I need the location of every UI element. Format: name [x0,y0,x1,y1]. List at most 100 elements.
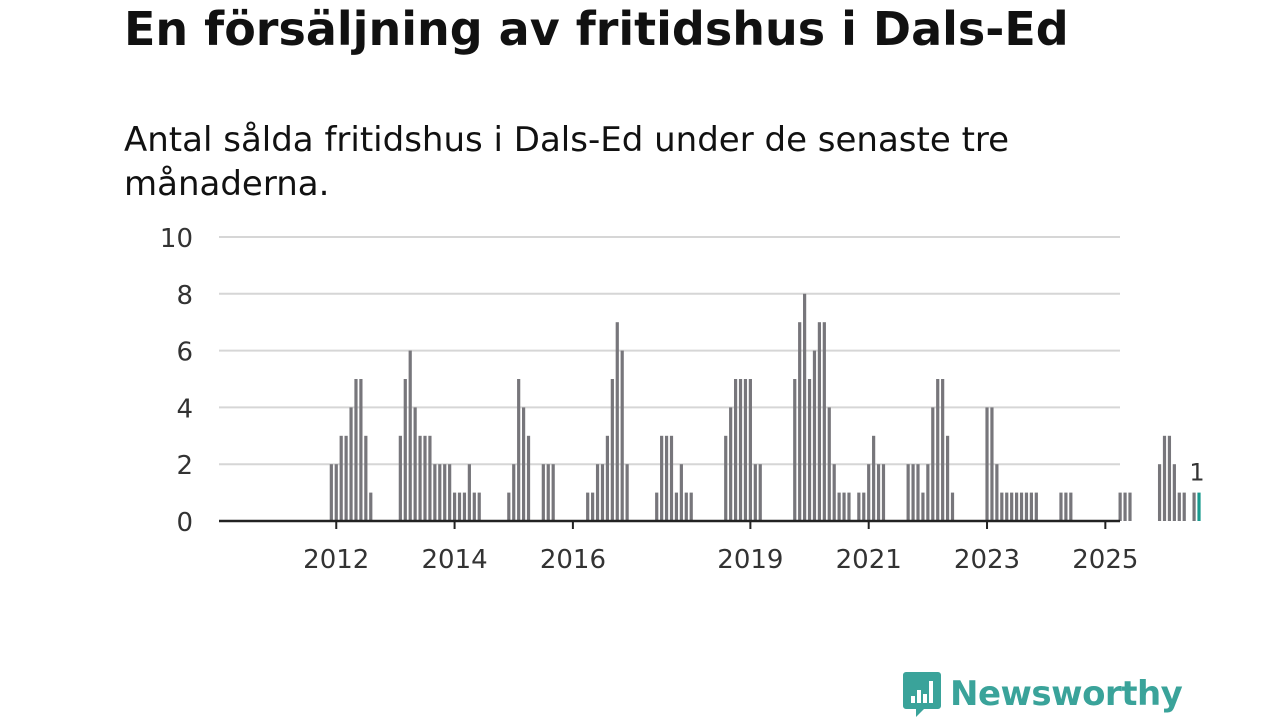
bar [625,464,629,521]
x-tick-label: 2016 [540,545,606,575]
bar [438,464,442,521]
bar [329,464,333,521]
bar [945,435,950,521]
bar [413,407,417,521]
bar [837,492,841,521]
bar [1015,492,1019,521]
bar [881,464,886,521]
bar [423,435,427,521]
bar [679,464,683,521]
bar [916,464,920,521]
chart-subtitle: Antal sålda fritidshus i Dals-Ed under d… [124,120,1010,204]
bar [724,435,728,521]
x-tick-label: 2012 [303,545,369,575]
bar [1192,492,1196,521]
bar [911,464,915,521]
bar [812,350,817,521]
gridlines [219,236,1120,466]
bar [1177,492,1181,521]
bar [364,435,368,521]
bar [793,379,797,521]
y-tick-label: 8 [176,281,193,311]
x-tick-label: 2023 [954,545,1020,575]
newsworthy-logo-icon [903,672,941,717]
bar [936,379,940,521]
bar [733,379,738,521]
bar [669,435,674,521]
bar [354,379,358,521]
bar [398,435,402,521]
bar [660,435,664,521]
bar [605,435,610,521]
bar [689,492,693,521]
bar [803,293,807,521]
bar [1128,492,1132,521]
bar [472,492,476,521]
y-tick-label: 0 [176,508,193,538]
bar [615,322,619,521]
x-tick-label: 2021 [836,545,902,575]
bar [729,407,733,521]
x-tick-label: 2025 [1072,545,1138,575]
bar [1118,492,1122,521]
bar [857,492,861,521]
bar [931,407,935,521]
bar [462,492,467,521]
bar [428,435,432,521]
bar [1167,435,1172,521]
bar [512,464,516,521]
bar [1005,492,1009,521]
bar [753,464,757,521]
x-tick-label: 2014 [421,545,487,575]
bar [595,464,600,521]
bar [349,407,353,521]
bar [551,464,555,521]
bar [1069,492,1073,521]
bar [655,492,659,521]
bar [403,379,407,521]
bar [507,492,511,521]
bar [433,464,437,521]
y-tick-label: 4 [176,394,193,424]
bar [1059,492,1063,521]
y-axis-ticks: 0 2 4 6 8 10 [160,224,193,538]
chart-title: En försäljning av fritidshus i Dals-Ed [124,2,1069,56]
bar [817,322,821,521]
bar [995,464,999,521]
data-label: 1 [1189,459,1204,487]
bar [408,350,412,521]
bar [664,435,669,521]
bar [758,464,762,521]
bar [1024,492,1029,521]
bar [526,435,531,521]
bar [457,492,462,521]
bar [359,379,363,521]
bar [477,492,481,521]
bar [921,492,925,521]
bar [1019,492,1024,521]
bar [600,464,605,521]
bar [748,379,752,521]
bar [522,407,526,521]
bar [822,322,826,521]
bar [586,492,590,521]
bar [876,464,881,521]
bar [990,407,994,521]
bar [827,407,831,521]
bar [1034,492,1038,521]
bars [329,293,1201,521]
bar [1157,464,1162,521]
bar [1162,435,1167,521]
bar [867,464,871,521]
bar [1172,464,1176,521]
bar [862,492,866,521]
bar [738,379,743,521]
bar [443,464,447,521]
bar [743,379,748,521]
bar [344,435,348,521]
bar [1182,492,1186,521]
bar [906,464,910,521]
bar [591,492,595,521]
bar [684,492,688,521]
